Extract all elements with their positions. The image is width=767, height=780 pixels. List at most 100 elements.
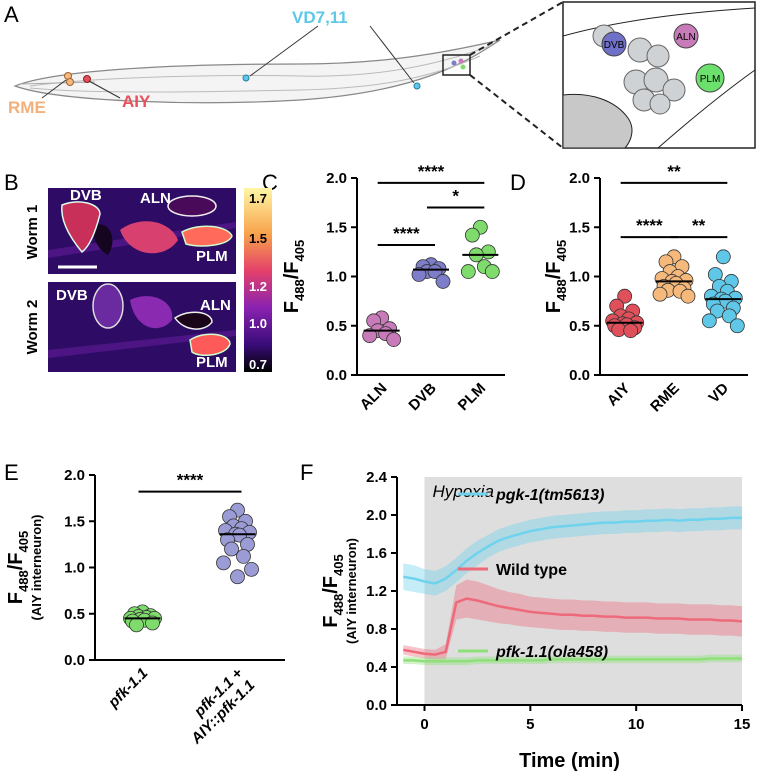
x-tick-label: RME xyxy=(647,380,683,416)
data-point xyxy=(701,313,717,329)
data-point xyxy=(652,286,668,302)
shaded-region-label: Hypoxia xyxy=(433,482,494,501)
y-tick-label: 0.0 xyxy=(64,652,85,669)
x-tick-label: DVB xyxy=(405,380,440,415)
cell-label: PLM xyxy=(196,248,228,265)
y-axis-label: F488/F405 xyxy=(5,531,31,604)
y-tick-label: 1.0 xyxy=(569,269,590,286)
data-point xyxy=(230,569,245,585)
series-line xyxy=(403,516,742,585)
y-axis-label-part: 405 xyxy=(331,554,346,576)
y-axis-sublabel: (AIY interneuron) xyxy=(344,538,359,644)
y-tick-label: 2.4 xyxy=(366,469,388,486)
y-axis-label: F488/F405 xyxy=(543,240,569,313)
x-tick-label: ALN xyxy=(357,380,391,414)
cell-label: DVB xyxy=(70,187,102,204)
data-point xyxy=(427,264,443,279)
x-tick-label: VD xyxy=(705,380,732,407)
y-axis-label-part: 488 xyxy=(331,594,346,616)
neuron-label: RME xyxy=(8,98,46,117)
y-tick-label: 1.5 xyxy=(569,219,590,236)
x-tick-label: PLM xyxy=(455,380,489,414)
x-tick-label: AIY xyxy=(604,380,634,410)
y-axis-label-part: 405 xyxy=(554,240,569,262)
y-tick-label: 1.0 xyxy=(64,560,85,577)
cell-label: ALN xyxy=(140,190,171,207)
panel-label: B xyxy=(4,170,19,195)
significance-label: * xyxy=(452,187,459,206)
y-tick-label: 1.5 xyxy=(326,219,347,236)
y-tick-label: 2.0 xyxy=(366,507,387,524)
data-point xyxy=(435,274,451,289)
data-point xyxy=(484,264,500,279)
y-axis-label-part: /F xyxy=(5,553,27,571)
data-point xyxy=(244,561,259,577)
y-tick-label: 0.0 xyxy=(569,367,590,384)
x-tick-label: 0 xyxy=(420,716,428,733)
x-tick-label: pfk-1.1 xyxy=(104,665,151,712)
y-axis-label-part: 488 xyxy=(292,279,307,301)
legend-label: pgk-1(tm5613) xyxy=(495,487,604,504)
y-axis-label-part: 405 xyxy=(292,240,307,262)
y-axis-label-part: F xyxy=(5,592,27,604)
y-tick-label: 1.0 xyxy=(326,269,347,286)
data-point xyxy=(386,332,402,347)
panel-label: D xyxy=(510,170,526,195)
worm-diagram xyxy=(13,1,756,149)
cell-label: DVB xyxy=(56,287,88,304)
legend-label: Wild type xyxy=(496,562,567,579)
significance-label: ** xyxy=(692,216,706,235)
colorbar-tick-label: 1.0 xyxy=(249,316,267,331)
y-axis-label-part: 405 xyxy=(16,531,31,553)
panel-label: F xyxy=(300,460,313,485)
row-label: Worm 1 xyxy=(24,205,41,260)
colorbar-tick-label: 1.5 xyxy=(249,231,267,246)
x-tick-label: 15 xyxy=(734,716,751,733)
significance-label: **** xyxy=(418,162,445,181)
data-point xyxy=(129,617,144,633)
micrograph xyxy=(48,188,272,372)
y-tick-label: 2.0 xyxy=(569,170,590,187)
y-axis-label-part: 488 xyxy=(554,279,569,301)
y-tick-label: 2.0 xyxy=(326,170,347,187)
series-line xyxy=(403,597,743,656)
x-tick-label: pfk-1.1 +AIY::pfk-1.1 xyxy=(175,665,258,748)
y-tick-label: 0.8 xyxy=(366,621,387,638)
y-axis-sublabel: (AIY interneuron) xyxy=(29,515,44,621)
colorbar-tick-label: 1.7 xyxy=(249,191,267,206)
y-tick-label: 1.2 xyxy=(366,583,387,600)
significance-label: **** xyxy=(393,224,420,243)
neuron-label: AIY xyxy=(122,92,151,111)
y-tick-label: 2.0 xyxy=(64,467,85,484)
inset-label: DVB xyxy=(604,40,625,51)
y-axis-label-part: F xyxy=(543,301,565,313)
data-point xyxy=(224,541,239,557)
x-axis-label: Time (min) xyxy=(519,750,620,772)
y-axis-label: F488/F405 xyxy=(281,240,307,313)
data-point xyxy=(145,615,160,631)
data-point xyxy=(464,227,480,243)
panel-label: E xyxy=(4,460,19,485)
y-axis-label-part: 488 xyxy=(16,570,31,592)
significance-label: **** xyxy=(636,216,663,235)
data-point xyxy=(617,288,633,304)
data-point xyxy=(715,249,731,265)
y-tick-label: 1.6 xyxy=(366,545,387,562)
colorbar-tick-label: 0.7 xyxy=(249,357,267,372)
significance-label: ** xyxy=(667,162,681,181)
inset-label: ALN xyxy=(676,32,695,43)
y-tick-label: 0.5 xyxy=(64,606,85,623)
data-point xyxy=(623,323,639,339)
error-band xyxy=(403,506,742,596)
inset-label: PLM xyxy=(700,74,721,85)
x-tick-label: 10 xyxy=(628,716,645,733)
cell-label: PLM xyxy=(196,354,228,371)
y-axis-label-part: /F xyxy=(281,262,303,280)
y-axis-label: F488/F405 xyxy=(320,554,346,627)
y-tick-label: 0.4 xyxy=(366,659,388,676)
colorbar-tick-label: 1.2 xyxy=(249,279,267,294)
data-point xyxy=(362,328,378,344)
significance-label: **** xyxy=(177,471,204,490)
neuron-label: VD7,11 xyxy=(292,8,348,27)
